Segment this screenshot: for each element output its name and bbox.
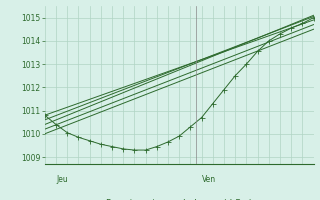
Text: Pression niveau de la mer( hPa ): Pression niveau de la mer( hPa ) (106, 199, 252, 200)
Text: Ven: Ven (202, 175, 216, 184)
Text: Jeu: Jeu (56, 175, 68, 184)
